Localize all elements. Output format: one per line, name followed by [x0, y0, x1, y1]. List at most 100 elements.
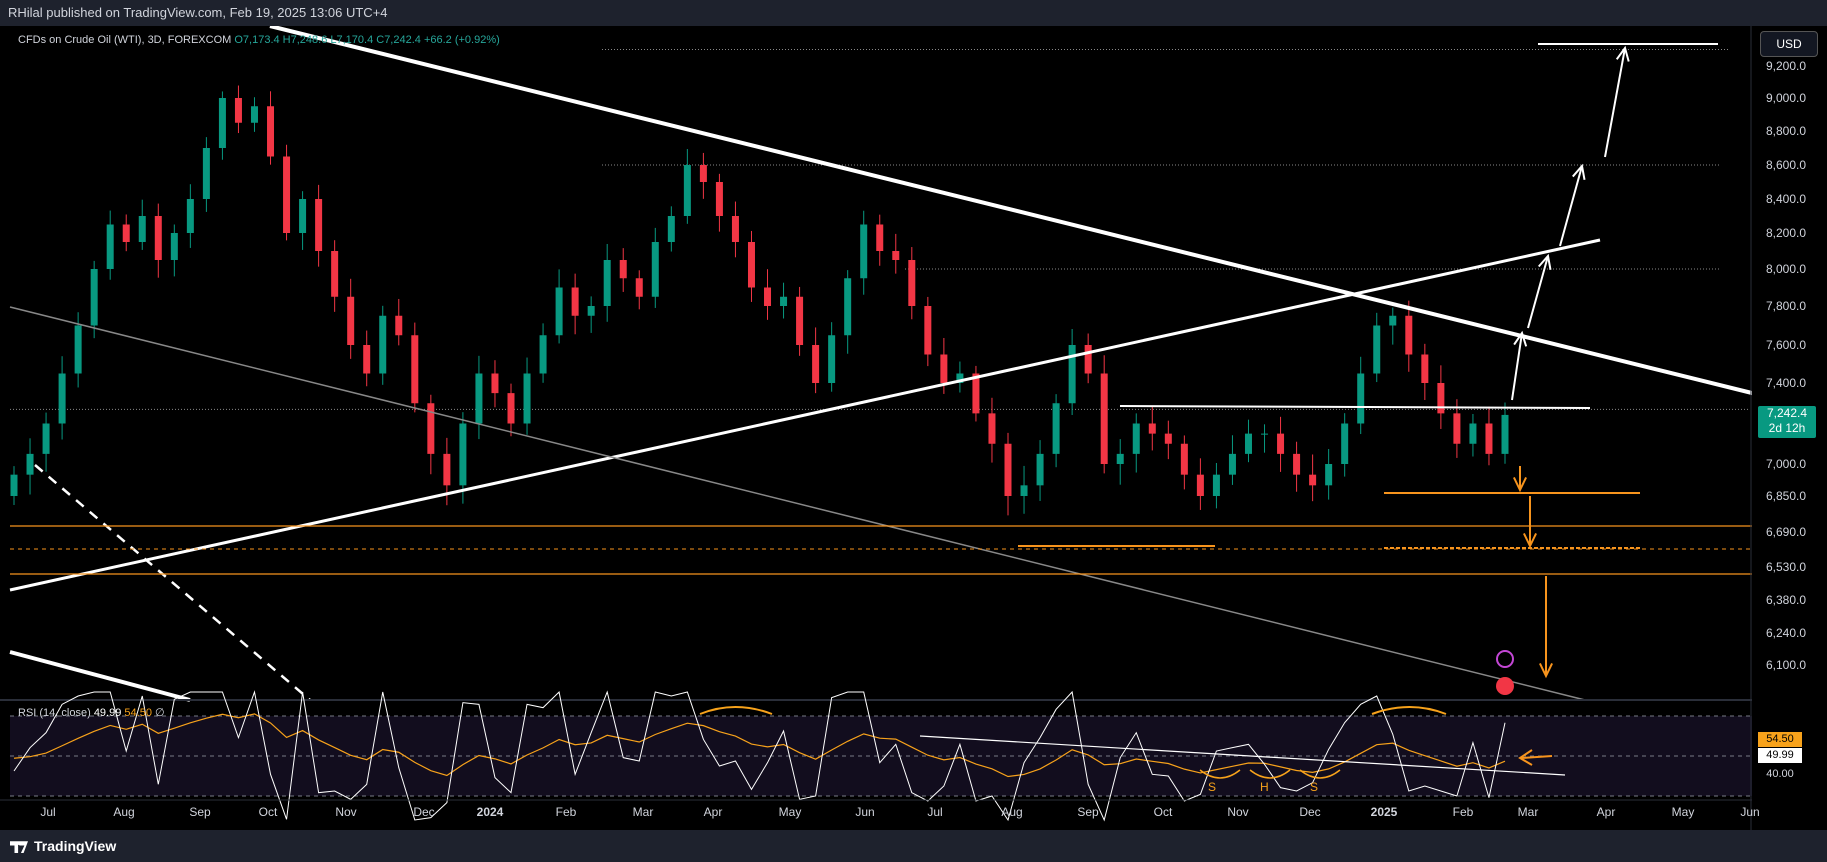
- time-axis-label: May: [1672, 805, 1695, 819]
- candle-body: [1485, 423, 1493, 454]
- time-axis-label: Feb: [1453, 805, 1474, 819]
- price-axis-label: 8,600.0: [1766, 158, 1806, 172]
- candle-body: [1357, 373, 1365, 424]
- candle-body: [58, 373, 66, 424]
- candle-body: [619, 260, 627, 279]
- candle-body: [940, 354, 948, 383]
- lightning-icon: [1496, 650, 1514, 668]
- time-axis-label: Feb: [556, 805, 577, 819]
- time-axis-label: Jun: [855, 805, 874, 819]
- up-arrow-head: [1572, 163, 1586, 180]
- time-axis-label: Apr: [704, 805, 723, 819]
- time-axis-label: Aug: [113, 805, 134, 819]
- candle-body: [972, 373, 980, 414]
- candle-body: [1180, 443, 1188, 475]
- hs-pattern-arc: [1199, 769, 1241, 779]
- time-axis-label: Jun: [1740, 805, 1759, 819]
- rsi-top-arc: [1371, 706, 1447, 715]
- candle-body: [747, 242, 755, 288]
- tradingview-logo-icon: [10, 841, 28, 854]
- time-axis-label: Sep: [1077, 805, 1099, 819]
- candle-body: [828, 335, 836, 383]
- last-price: 7,242.4: [1766, 406, 1808, 420]
- ascending-trendline: [9, 238, 1601, 592]
- candle-body: [138, 216, 146, 242]
- price-axis-label: 6,530.0: [1766, 560, 1806, 574]
- price-axis-label: 6,850.0: [1766, 489, 1806, 503]
- candle-body: [764, 287, 772, 306]
- price-axis-label: 7,800.0: [1766, 299, 1806, 313]
- price-axis-label: 6,690.0: [1766, 525, 1806, 539]
- price-axis-label: 7,600.0: [1766, 338, 1806, 352]
- down-arrow-head: [1523, 532, 1537, 549]
- candle-body: [475, 373, 483, 424]
- candle-body: [651, 242, 659, 297]
- rsi-legend: RSI (14, close) 49.99 54.50 ∅: [18, 706, 165, 719]
- candle-body: [1212, 474, 1220, 496]
- rsi-level-label: 40.00: [1766, 768, 1794, 780]
- candle-body: [1341, 423, 1349, 464]
- time-axis-label: Nov: [335, 805, 356, 819]
- time-axis-label: Apr: [1597, 805, 1616, 819]
- up-arrow: [1604, 47, 1626, 158]
- candle-body: [1228, 453, 1236, 475]
- candle-body: [1132, 423, 1140, 454]
- time-axis-label: Jul: [40, 805, 55, 819]
- candle-body: [1437, 383, 1445, 414]
- currency-button[interactable]: USD: [1760, 31, 1818, 57]
- rsi-trendline: [919, 735, 1566, 776]
- up-arrow: [1559, 165, 1583, 247]
- hs-pattern-arc: [1299, 769, 1341, 779]
- price-axis-label: 8,000.0: [1766, 262, 1806, 276]
- price-axis-label: 6,100.0: [1766, 658, 1806, 672]
- neckline: [1119, 405, 1591, 409]
- candle-body: [90, 269, 98, 326]
- price-axis-label: 7,000.0: [1766, 457, 1806, 471]
- time-axis-label: Aug: [1001, 805, 1022, 819]
- tradingview-logo[interactable]: TradingView: [10, 830, 116, 862]
- candle-body: [395, 315, 403, 336]
- candle-body: [1501, 414, 1509, 454]
- candle-body: [218, 98, 226, 148]
- candle-body: [1068, 345, 1076, 404]
- hs-pattern-label: S: [1310, 780, 1318, 794]
- price-chart[interactable]: S H S 9,200.0 9,000.0 8,800.0 8,600.0 8,400.0 8…: [0, 26, 1827, 830]
- candle-body: [876, 224, 884, 251]
- bar-countdown: 2d 12h: [1768, 421, 1806, 435]
- price-axis-label: 9,200.0: [1766, 59, 1806, 73]
- candle-body: [443, 453, 451, 486]
- price-axis-label: 8,400.0: [1766, 192, 1806, 206]
- candle-body: [267, 106, 275, 157]
- candle-body: [1148, 423, 1156, 434]
- price-axis-label: 9,000.0: [1766, 91, 1806, 105]
- candle-body: [491, 373, 499, 394]
- candle-body: [555, 287, 563, 336]
- publish-info: RHilal published on TradingView.com, Feb…: [8, 5, 388, 20]
- time-axis-label: Dec: [413, 805, 434, 819]
- candle-body: [202, 148, 210, 199]
- candle-body: [908, 260, 916, 306]
- rsi-ma-value: 54.50: [124, 707, 152, 719]
- candle-body: [731, 216, 739, 242]
- candle-body: [299, 199, 307, 233]
- price-axis-label: 8,200.0: [1766, 226, 1806, 240]
- candle-body: [283, 156, 291, 233]
- candle-body: [796, 296, 804, 345]
- rsi-arrow-head: [1518, 749, 1533, 766]
- candle-body: [106, 224, 114, 269]
- rsi-ma-line: [13, 713, 1506, 778]
- candle-body: [844, 278, 852, 336]
- candle-body: [956, 373, 964, 383]
- time-axis-label: Mar: [1518, 805, 1539, 819]
- candle-body: [363, 345, 371, 374]
- axes: 9,200.0 9,000.0 8,800.0 8,600.0 8,400.0 8,200…: [0, 26, 1827, 830]
- candle-body: [892, 251, 900, 260]
- rsi-ma-tag: 54.50: [1758, 732, 1802, 747]
- ohlc-values: O7,173.4 H7,248.6 L7,170.4 C7,242.4 +66.…: [234, 34, 500, 46]
- candle-body: [587, 306, 595, 316]
- up-arrow: [1511, 332, 1523, 401]
- candle-body: [347, 296, 355, 345]
- candle-body: [812, 345, 820, 383]
- time-axis-label: 2025: [1371, 805, 1398, 819]
- chart-legend: CFDs on Crude Oil (WTI), 3D, FOREXCOM O7…: [18, 34, 500, 46]
